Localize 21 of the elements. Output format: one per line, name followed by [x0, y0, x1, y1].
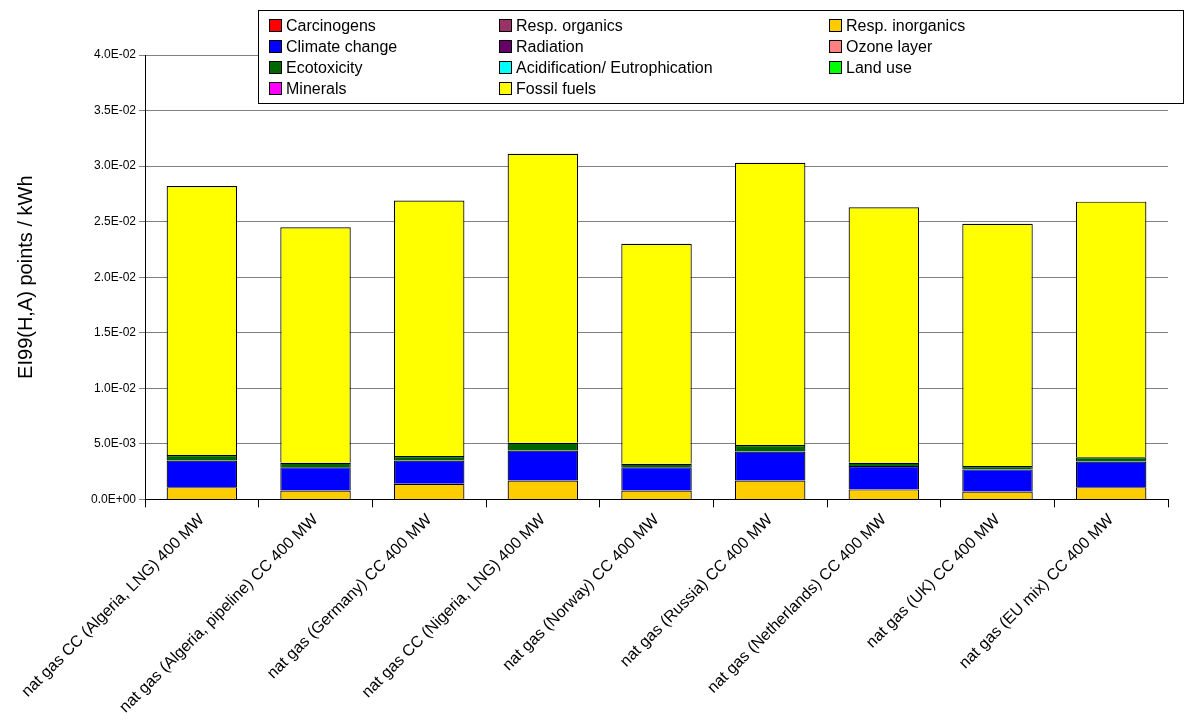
y-tick-label: 2.0E-02 [94, 269, 137, 284]
y-tick-label: 3.0E-02 [94, 158, 137, 173]
legend-label: Carcinogens [286, 16, 376, 35]
legend-label: Minerals [286, 79, 347, 98]
legend-label: Land use [846, 58, 912, 77]
legend-label: Resp. inorganics [846, 16, 966, 35]
legend-label: Acidification/ Eutrophication [516, 58, 713, 77]
y-tick-label: 1.5E-02 [94, 325, 137, 340]
y-tick-label: 2.5E-02 [94, 213, 137, 228]
legend-label: Radiation [516, 37, 584, 56]
legend-label: Climate change [286, 37, 398, 56]
y-tick-label: 1.0E-02 [94, 380, 137, 395]
y-tick-label: 4.0E-02 [94, 47, 137, 62]
legend-label: Ozone layer [846, 37, 933, 56]
y-tick-label: 5.0E-03 [94, 436, 137, 451]
y-axis-title: EI99(H,A) points / kWh [13, 175, 36, 379]
legend-label: Resp. organics [516, 16, 623, 35]
y-tick-label: 3.5E-02 [94, 102, 137, 117]
legend-label: Fossil fuels [516, 79, 597, 98]
legend-label: Ecotoxicity [286, 58, 363, 77]
y-tick-label: 0.0E+00 [90, 491, 137, 506]
